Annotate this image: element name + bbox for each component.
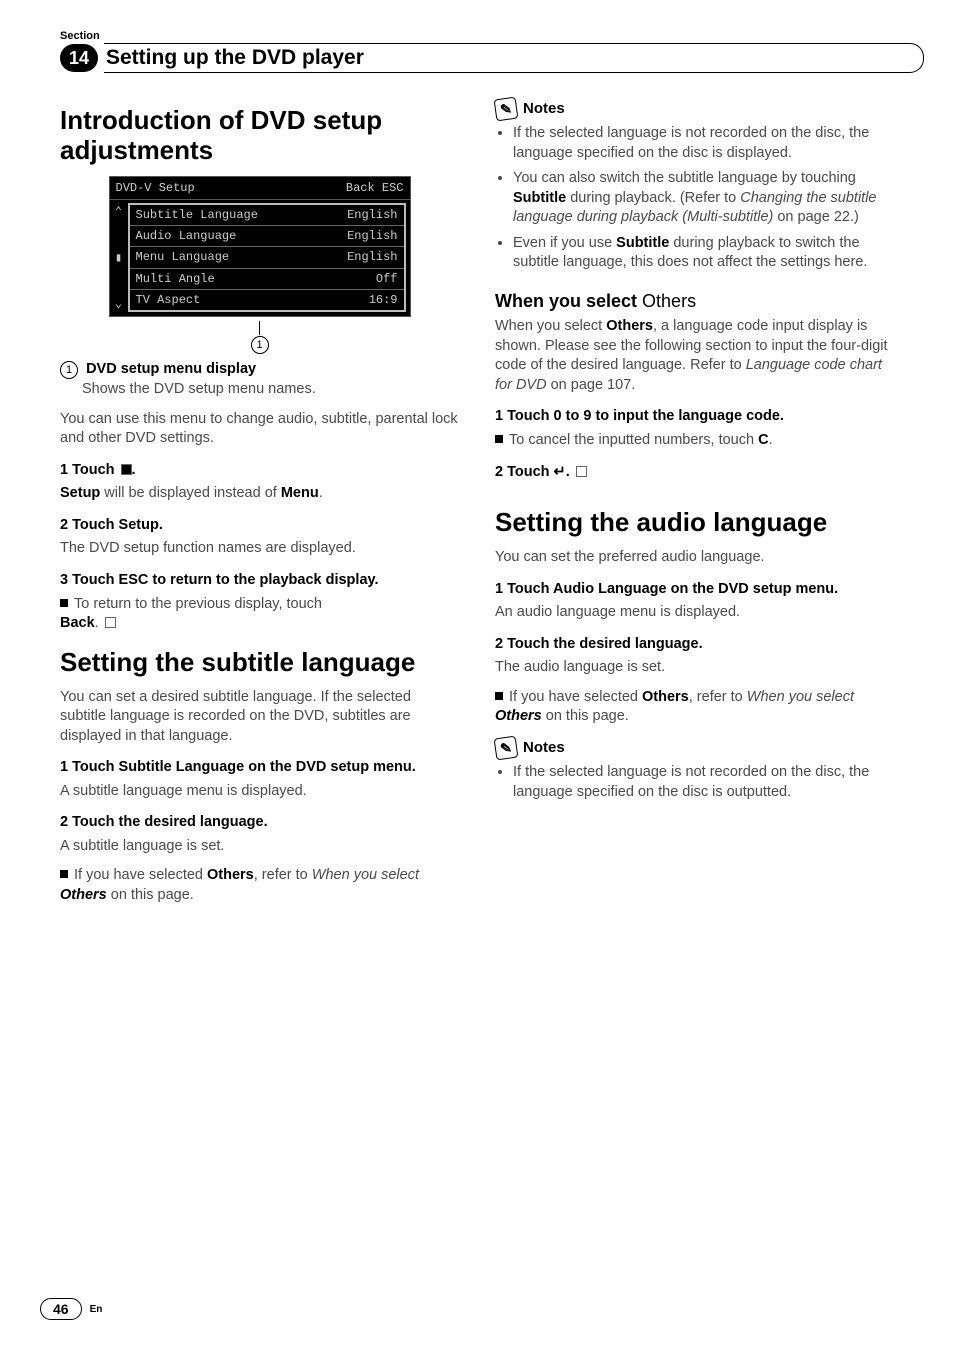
audio-step-2: 2 Touch the desired language.: [495, 635, 894, 655]
shot-row-label: Subtitle Language: [136, 207, 258, 223]
step-2-body: The DVD setup function names are display…: [60, 539, 459, 559]
shot-arrow-down-icon: ⌄: [115, 296, 122, 312]
shot-top-right: Back ESC: [346, 180, 404, 196]
note-item: You can also switch the subtitle languag…: [513, 169, 894, 228]
chapter-number-badge: 14: [60, 44, 98, 72]
shot-row-value: English: [347, 228, 397, 244]
chapter-header: 14 Setting up the DVD player: [60, 44, 894, 72]
audio-step-1: 1 Touch Audio Language on the DVD setup …: [495, 580, 894, 600]
shot-top-left: DVD-V Setup: [116, 180, 195, 196]
heading-intro: Introduction of DVD setup adjustments: [60, 106, 459, 166]
shot-row-label: Menu Language: [136, 249, 230, 265]
shot-row-value: Off: [376, 271, 398, 287]
end-icon: [576, 466, 587, 477]
sub-step-2-body: A subtitle language is set.: [60, 837, 459, 857]
callout-ref-icon: 1: [60, 361, 78, 379]
callout-body: Shows the DVD setup menu names.: [82, 380, 316, 400]
chapter-title: Setting up the DVD player: [106, 46, 364, 70]
shot-row-label: Multi Angle: [136, 271, 215, 287]
shot-row-label: TV Aspect: [136, 292, 201, 308]
note-item: If the selected language is not recorded…: [513, 763, 894, 802]
callout-line: [259, 321, 260, 335]
shot-scroll-icon: ▮: [115, 250, 122, 266]
stop-icon: [121, 464, 132, 475]
audio-step-2-bullet: If you have selected Others, refer to Wh…: [495, 688, 894, 727]
audio-step-1-body: An audio language menu is displayed.: [495, 603, 894, 623]
enter-icon: ↵: [554, 464, 566, 480]
when-body: When you select Others, a language code …: [495, 317, 894, 395]
pencil-icon: ✎: [494, 736, 519, 761]
when-step-1: 1 Touch 0 to 9 to input the language cod…: [495, 407, 894, 427]
shot-row-value: English: [347, 207, 397, 223]
right-column: ✎ Notes If the selected language is not …: [495, 92, 894, 916]
page-number: 46 En: [40, 1298, 102, 1320]
when-step-1-bullet: To cancel the inputted numbers, touch C.: [495, 431, 894, 451]
notes-heading: ✎ Notes: [495, 98, 894, 120]
sub-step-2-bullet: If you have selected Others, refer to Wh…: [60, 866, 459, 905]
step-1-body: Setup will be displayed instead of Menu.: [60, 484, 459, 504]
heading-when-others: When you select Others: [495, 289, 894, 313]
notes-heading-2: ✎ Notes: [495, 737, 894, 759]
sub-step-2: 2 Touch the desired language.: [60, 813, 459, 833]
heading-audio-lang: Setting the audio language: [495, 508, 894, 538]
shot-row-label: Audio Language: [136, 228, 237, 244]
when-step-2: 2 Touch ↵.: [495, 463, 894, 483]
step-3: 3 Touch ESC to return to the playback di…: [60, 571, 459, 591]
note-item: If the selected language is not recorded…: [513, 124, 894, 163]
pencil-icon: ✎: [494, 97, 519, 122]
intro-body: You can use this menu to change audio, s…: [60, 410, 459, 449]
section-label: Section: [60, 30, 894, 42]
callout-number-icon: 1: [251, 336, 269, 354]
shot-row-value: English: [347, 249, 397, 265]
audio-step-2-body: The audio language is set.: [495, 658, 894, 678]
sub-step-1-body: A subtitle language menu is displayed.: [60, 782, 459, 802]
step-2: 2 Touch Setup.: [60, 516, 459, 536]
shot-row-value: 16:9: [369, 292, 398, 308]
sub-step-1: 1 Touch Subtitle Language on the DVD set…: [60, 758, 459, 778]
shot-arrow-up-icon: ⌃: [115, 204, 122, 220]
end-icon: [105, 617, 116, 628]
dvd-setup-screenshot: DVD-V Setup Back ESC ⌃ ▮ ⌄ Subtitle Lang…: [60, 176, 459, 355]
heading-subtitle-lang: Setting the subtitle language: [60, 648, 459, 678]
subtitle-body: You can set a desired subtitle language.…: [60, 688, 459, 747]
audio-body: You can set the preferred audio language…: [495, 548, 894, 568]
left-column: Introduction of DVD setup adjustments DV…: [60, 92, 459, 916]
callout-label: DVD setup menu display: [86, 361, 256, 377]
step-1: 1 Touch .: [60, 461, 459, 481]
step-3-bullet: To return to the previous display, touch…: [60, 595, 459, 634]
note-item: Even if you use Subtitle during playback…: [513, 234, 894, 273]
